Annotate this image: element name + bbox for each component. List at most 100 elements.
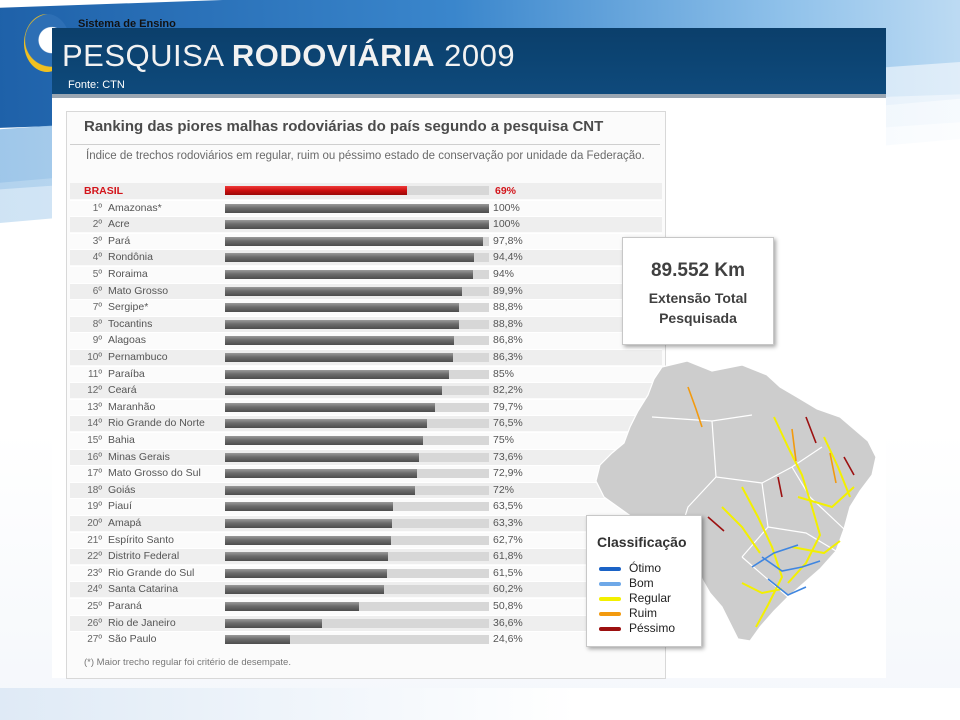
legend-swatch (599, 612, 621, 616)
row-separator (70, 564, 662, 566)
rank-label: 23º (87, 567, 102, 579)
rank-label: 24º (87, 584, 102, 596)
row-separator (70, 598, 662, 599)
row-separator (70, 548, 662, 550)
row-separator (70, 216, 662, 218)
value-label: 72% (493, 483, 515, 496)
header-banner (52, 28, 886, 94)
bar (225, 336, 455, 346)
state-label: Amazonas* (108, 201, 162, 214)
rank-label: 20º (87, 518, 102, 529)
state-label: Pará (108, 234, 131, 247)
bar (225, 602, 360, 611)
rank-label: 19º (87, 501, 102, 513)
bar (225, 552, 389, 562)
rank-label: 2º (92, 219, 102, 231)
classification-legend: Classificação Ótimo Bom Regular Ruim Péssimo (586, 515, 702, 647)
state-label: Minas Gerais (108, 450, 170, 463)
rank-label: 1º (92, 202, 102, 214)
value-label: 79,7% (493, 400, 523, 413)
legend-label: Regular (629, 591, 672, 605)
value-label: 76,5% (493, 417, 523, 430)
banner-title-light: PESQUISA (62, 38, 223, 73)
legend-swatch (599, 582, 621, 586)
bar (225, 452, 420, 462)
rank-label: 7º (92, 302, 102, 314)
value-label: 86,8% (493, 334, 523, 347)
state-label: Alagoas (108, 334, 146, 347)
bar (225, 270, 474, 279)
state-borders (651, 414, 845, 598)
rank-label: 6º (92, 285, 102, 297)
rank-label: 18º (87, 484, 102, 496)
rank-label: 5º (92, 269, 102, 280)
bar (225, 585, 384, 595)
rank-label: 12º (87, 385, 102, 397)
value-label: 86,3% (493, 351, 523, 363)
state-label: Maranhão (108, 400, 156, 413)
state-label: Piauí (108, 500, 132, 513)
legend-swatch (599, 567, 621, 571)
rank-label: 10º (87, 352, 102, 363)
row-separator (70, 465, 662, 467)
rank-label: 22º (87, 551, 102, 563)
bar (225, 319, 460, 329)
row-separator (70, 398, 662, 400)
legend-label: Péssimo (629, 621, 676, 635)
row-separator (70, 614, 662, 616)
state-label: São Paulo (108, 633, 157, 646)
rank-label: 9º (92, 335, 102, 347)
chart-title: Ranking das piores malhas rodoviárias do… (84, 118, 604, 135)
logo-text: Sistema de Ensino (78, 18, 176, 30)
value-label: 61,5% (493, 566, 523, 579)
row-separator (70, 199, 662, 201)
state-label: Acre (108, 218, 130, 231)
state-label: Bahia (108, 434, 135, 446)
row-separator (70, 531, 662, 533)
total-length-label-line1: Extensão Total (648, 290, 748, 306)
bar (225, 253, 475, 263)
state-label: Mato Grosso do Sul (108, 467, 201, 480)
rank-label: 16º (87, 451, 102, 463)
rank-label: 4º (92, 252, 102, 264)
legend-title: Classificação (597, 534, 687, 550)
value-label: 94% (493, 268, 515, 280)
banner-title-bold: RODOVIÁRIA (231, 38, 435, 73)
value-label: 82,2% (493, 384, 523, 397)
bar (225, 303, 460, 313)
brazil-road-map (595, 360, 877, 642)
chart-subtitle: Índice de trechos rodoviários em regular… (86, 150, 645, 162)
value-label: 85% (493, 367, 515, 380)
state-label: Amapá (108, 517, 142, 529)
row-separator (70, 249, 662, 251)
row-separator (70, 349, 662, 350)
chart-footnote: (*) Maior trecho regular foi critério de… (84, 657, 291, 668)
state-label: Rio Grande do Sul (108, 566, 195, 579)
state-label: Paraná (108, 600, 142, 612)
legend-label: Ruim (629, 606, 658, 620)
state-label: Sergipe* (108, 301, 149, 314)
bar (225, 618, 322, 628)
row-separator (70, 315, 662, 317)
state-label: Santa Catarina (108, 583, 179, 596)
value-label: 61,8% (493, 550, 523, 563)
value-label: 88,8% (493, 301, 523, 314)
state-label: Mato Grosso (108, 284, 169, 297)
value-label: 100% (493, 218, 520, 231)
rank-label: 14º (87, 418, 102, 430)
row-separator (70, 498, 662, 500)
state-label: Rio Grande do Norte (108, 417, 205, 430)
brazil-map-shape (595, 360, 877, 642)
bar (225, 353, 453, 362)
row-separator (70, 382, 662, 384)
value-label: 63,5% (493, 500, 523, 513)
banner-divider (52, 94, 886, 98)
value-label: 36,6% (493, 616, 523, 629)
rank-label: 26º (87, 617, 102, 629)
bar (225, 502, 393, 512)
bar (225, 402, 436, 412)
bar (225, 203, 489, 213)
banner-source: Fonte: CTN (68, 79, 125, 91)
title-divider (70, 144, 660, 145)
row-separator (70, 266, 662, 267)
